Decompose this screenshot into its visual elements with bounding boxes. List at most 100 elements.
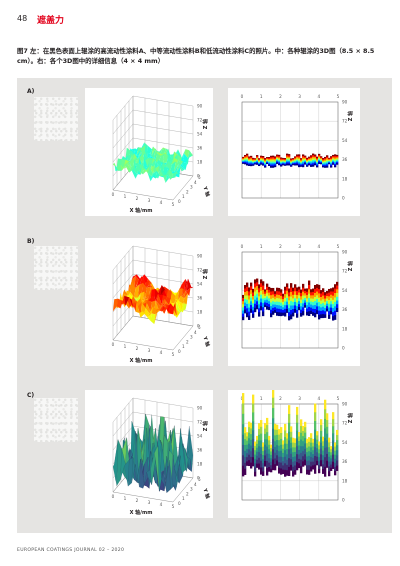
svg-text:5: 5: [198, 477, 201, 482]
svg-text:2: 2: [136, 346, 139, 351]
coating-photo-c: [34, 398, 78, 442]
svg-text:2: 2: [279, 244, 282, 249]
svg-text:1: 1: [124, 194, 127, 199]
svg-text:54: 54: [197, 434, 203, 439]
row-label-a: A): [27, 88, 35, 95]
svg-text:5: 5: [337, 94, 340, 99]
svg-text:0: 0: [342, 196, 345, 201]
svg-text:Z 轴: Z 轴: [347, 111, 354, 121]
svg-text:0: 0: [178, 349, 181, 354]
svg-text:X 轴/mm: X 轴/mm: [130, 207, 153, 214]
svg-text:3: 3: [298, 396, 301, 401]
svg-text:Z 轴: Z 轴: [202, 269, 209, 279]
svg-text:54: 54: [197, 132, 203, 137]
svg-text:3: 3: [190, 335, 193, 340]
svg-text:0: 0: [178, 501, 181, 506]
surface-detail-plot-b: 0 1 2 3 4 5 90 72 54 36 18 0 Z 轴: [228, 238, 360, 366]
svg-text:Z 轴: Z 轴: [202, 119, 209, 129]
svg-text:0: 0: [197, 324, 200, 329]
svg-text:4: 4: [160, 502, 163, 507]
svg-text:2: 2: [186, 491, 189, 496]
svg-text:18: 18: [342, 176, 348, 181]
svg-text:5: 5: [198, 325, 201, 330]
svg-text:72: 72: [197, 420, 203, 425]
svg-text:18: 18: [342, 478, 348, 483]
svg-text:5: 5: [337, 244, 340, 249]
surface-detail-plot-a: 0 1 2 3 4 5 90 72 54 36 18 0 Z 轴: [228, 88, 360, 216]
svg-text:2: 2: [279, 396, 282, 401]
svg-text:4: 4: [317, 396, 320, 401]
profile-band: [242, 390, 339, 477]
svg-text:2: 2: [186, 339, 189, 344]
svg-text:4: 4: [194, 330, 197, 335]
row-label-c: C): [27, 392, 35, 399]
svg-text:18: 18: [197, 310, 203, 315]
svg-text:36: 36: [342, 307, 348, 312]
section-title: 遮盖力: [37, 16, 65, 26]
svg-text:90: 90: [197, 406, 203, 411]
svg-text:0: 0: [197, 174, 200, 179]
svg-text:4: 4: [160, 200, 163, 205]
svg-text:54: 54: [342, 288, 348, 293]
svg-text:Z 轴: Z 轴: [347, 413, 354, 423]
svg-text:54: 54: [342, 440, 348, 445]
svg-text:36: 36: [197, 146, 203, 151]
svg-text:5: 5: [172, 352, 175, 357]
svg-text:18: 18: [197, 462, 203, 467]
svg-text:3: 3: [298, 244, 301, 249]
svg-text:2: 2: [136, 498, 139, 503]
svg-text:4: 4: [317, 244, 320, 249]
svg-text:X 轴/mm: X 轴/mm: [130, 357, 153, 364]
svg-text:2: 2: [136, 196, 139, 201]
svg-text:5: 5: [172, 202, 175, 207]
svg-text:Y 轴: Y 轴: [201, 487, 211, 500]
svg-text:Y 轴: Y 轴: [201, 185, 211, 198]
figure-caption: 图7 左：在黑色表面上辊涂的高流动性涂料A、中等流动性涂料B和低流动性涂料C的照…: [17, 47, 375, 65]
svg-text:36: 36: [197, 448, 203, 453]
svg-text:4: 4: [194, 180, 197, 185]
svg-text:0: 0: [197, 476, 200, 481]
svg-text:0: 0: [342, 346, 345, 351]
svg-text:1: 1: [182, 344, 185, 349]
svg-text:1: 1: [124, 344, 127, 349]
svg-text:2: 2: [279, 94, 282, 99]
svg-text:4: 4: [317, 94, 320, 99]
svg-text:36: 36: [197, 296, 203, 301]
svg-text:3: 3: [190, 185, 193, 190]
svg-text:Z 轴: Z 轴: [202, 421, 209, 431]
page-number: 48: [17, 14, 28, 23]
coating-photo-b: [34, 246, 78, 290]
svg-text:3: 3: [298, 94, 301, 99]
svg-text:3: 3: [148, 348, 151, 353]
svg-text:4: 4: [160, 350, 163, 355]
svg-text:0: 0: [112, 192, 115, 197]
svg-text:0: 0: [112, 342, 115, 347]
svg-text:2: 2: [186, 189, 189, 194]
svg-text:1: 1: [124, 496, 127, 501]
svg-text:3: 3: [190, 487, 193, 492]
svg-text:3: 3: [148, 500, 151, 505]
profile-band: [242, 153, 339, 168]
svg-text:90: 90: [197, 104, 203, 109]
svg-text:18: 18: [342, 326, 348, 331]
svg-text:72: 72: [342, 269, 348, 274]
svg-text:90: 90: [342, 250, 348, 255]
coating-photo-a: [34, 97, 78, 141]
svg-text:72: 72: [342, 119, 348, 124]
svg-text:1: 1: [260, 94, 263, 99]
svg-text:18: 18: [197, 160, 203, 165]
svg-text:0: 0: [241, 94, 244, 99]
svg-text:54: 54: [342, 138, 348, 143]
svg-text:54: 54: [197, 282, 203, 287]
svg-text:3: 3: [148, 198, 151, 203]
surface-mesh: [113, 274, 193, 325]
svg-text:72: 72: [197, 118, 203, 123]
